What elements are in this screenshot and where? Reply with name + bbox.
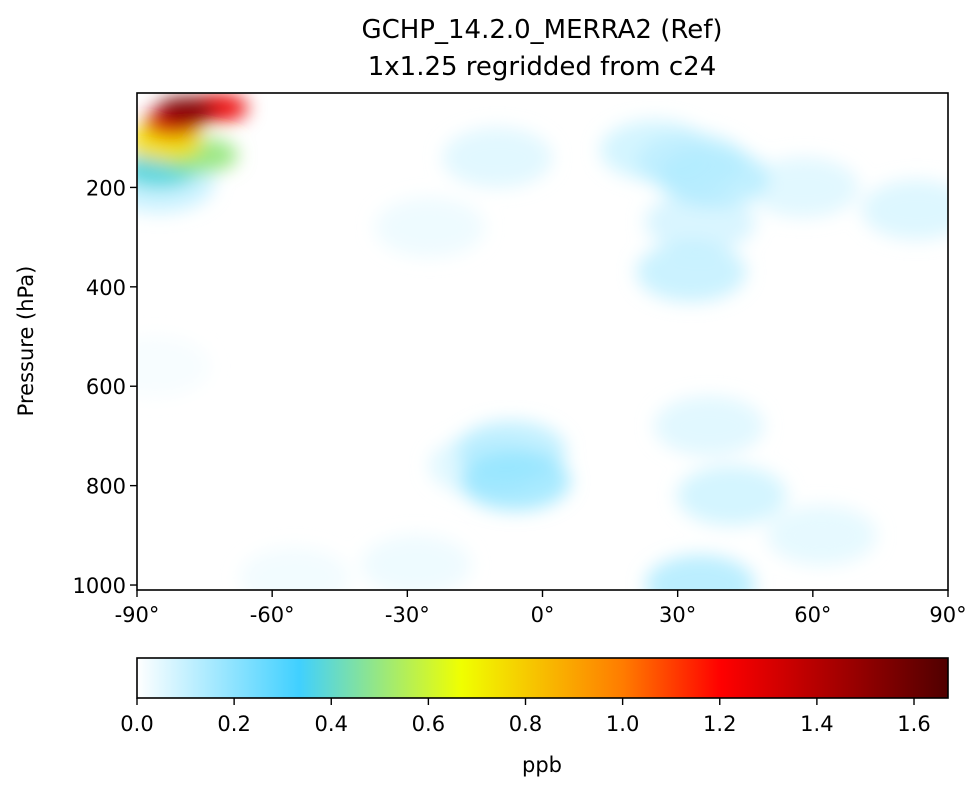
y-tick-label: 800 xyxy=(86,475,126,499)
heat-region xyxy=(460,450,571,511)
colorbar-tick-label: 1.2 xyxy=(703,712,736,736)
chart-subtitle: 1x1.25 regridded from c24 xyxy=(368,52,717,82)
x-tick-label: 0° xyxy=(531,603,555,627)
heat-region xyxy=(374,197,485,258)
heat-region xyxy=(645,555,756,590)
y-tick-label: 400 xyxy=(86,276,126,300)
heatmap-field xyxy=(137,93,948,590)
heat-region xyxy=(636,241,747,302)
x-tick-label: -60° xyxy=(250,603,295,627)
heat-region xyxy=(137,336,211,397)
x-tick-label: 60° xyxy=(794,603,831,627)
heat-region xyxy=(645,192,756,253)
heat-region xyxy=(748,157,859,218)
colorbar-tick-label: 1.6 xyxy=(897,712,930,736)
heat-region xyxy=(654,395,765,456)
heat-region xyxy=(861,179,948,240)
y-tick-label: 600 xyxy=(86,375,126,399)
heat-region xyxy=(361,535,472,590)
y-axis: 200 400 600 800 1000 xyxy=(73,176,137,598)
colorbar-tick-label: 0.4 xyxy=(315,712,348,736)
colorbar-tick-label: 0.2 xyxy=(217,712,250,736)
x-tick-label: 90° xyxy=(929,603,966,627)
x-tick-label: -30° xyxy=(385,603,430,627)
x-tick-label: -90° xyxy=(115,603,160,627)
colorbar-tick-label: 1.0 xyxy=(606,712,639,736)
colorbar-tick-label: 1.4 xyxy=(800,712,833,736)
heat-region xyxy=(156,96,217,125)
colorbar-axis: 0.0 0.2 0.4 0.6 0.8 1.0 1.2 1.4 1.6 xyxy=(120,698,931,736)
y-axis-label: Pressure (hPa) xyxy=(14,266,38,417)
heat-region xyxy=(766,505,877,566)
chart-title: GCHP_14.2.0_MERRA2 (Ref) xyxy=(361,15,722,45)
heat-region xyxy=(658,147,769,208)
heat-region xyxy=(676,465,787,526)
y-tick-label: 1000 xyxy=(73,574,126,598)
colorbar-tick-label: 0.6 xyxy=(412,712,445,736)
colorbar-tick-label: 0.8 xyxy=(509,712,542,736)
heat-region xyxy=(239,547,350,590)
x-axis: -90° -60° -30° 0° 30° 60° 90° xyxy=(115,590,967,627)
colorbar-tick-label: 0.0 xyxy=(120,712,153,736)
x-tick-label: 30° xyxy=(659,603,696,627)
colorbar-label: ppb xyxy=(522,753,562,777)
heat-region xyxy=(442,127,553,188)
y-tick-label: 200 xyxy=(86,176,126,200)
colorbar xyxy=(136,657,949,699)
